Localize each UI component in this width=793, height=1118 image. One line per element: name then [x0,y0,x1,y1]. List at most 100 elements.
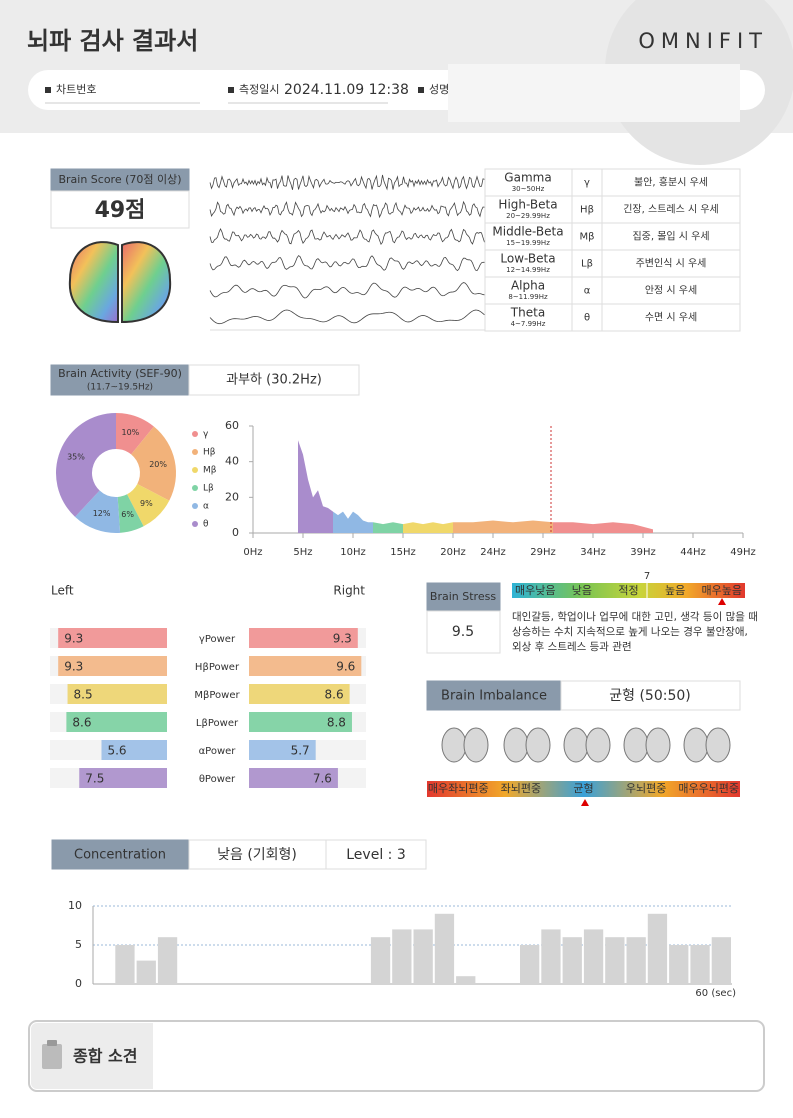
field-value: 2024.11.09 12:38 [284,82,409,98]
scale-label: 매우낮음 [515,584,555,597]
x-tick-label: 44Hz [680,547,706,558]
bullet [418,87,424,93]
pie-slice [55,413,116,517]
wave [209,309,485,325]
scale-marker: 7 [644,571,650,582]
brain-icon [645,727,671,763]
wave-symbol: θ [584,313,590,324]
pie-label: 12% [93,509,111,518]
box [51,839,190,870]
bar [541,929,561,984]
activity-sublabel: (11.7~19.5Hz) [87,383,153,393]
wave-name: High-Beta [498,198,557,212]
wave-name: Alpha [511,279,545,293]
value-label: 9.3 [64,660,83,674]
brain-icon [585,727,611,763]
pie-label: 35% [67,453,85,462]
bar [456,976,476,984]
x-tick-label: 15Hz [390,547,416,558]
imbalance-value: 균형 (50:50) [609,688,690,704]
brain-icon [623,727,649,763]
x-tick-label: 39Hz [630,547,656,558]
wave-symbol: α [584,286,591,297]
row-label: θPower [199,774,236,785]
wave [209,282,485,299]
field-label: 성명 [429,83,449,96]
bar [67,684,167,704]
x-tick-label: 10Hz [340,547,366,558]
box [426,680,562,711]
bar [370,937,391,984]
imbalance-scale [427,781,740,797]
legend-label: θ [203,520,209,530]
area [553,522,653,533]
x-tick-label: 29Hz [530,547,556,558]
wave-range: 15~19.99Hz [506,239,550,247]
scale-label: 낮음 [572,584,592,597]
pie-label: 10% [122,428,140,437]
legend-label: Lβ [203,484,214,494]
wave-desc: 수면 시 우세 [645,312,697,324]
value-label: 8.6 [72,716,91,730]
legend-swatch [192,467,198,473]
bar [249,712,352,732]
conc-level: Level : 3 [346,847,405,863]
wave-symbol: Mβ [579,232,594,243]
y-tick-label: 40 [225,455,239,468]
wave-range: 20~29.99Hz [506,212,550,220]
score-label: Brain Score (70점 이상) [58,173,181,186]
field-label: 차트번호 [56,83,96,96]
wave-desc: 주변인식 시 우세 [636,258,707,270]
bullet [45,87,51,93]
legend-label: Hβ [203,448,216,458]
y-tick-label: 0 [232,526,239,539]
bar [434,913,455,984]
legend-swatch [192,503,198,509]
wave-range: 4~7.99Hz [511,320,546,328]
scale-label: 적정 [618,584,638,597]
scale-label: 매우우뇌편중 [678,782,739,795]
wave-range: 12~14.99Hz [506,266,550,274]
bar [711,937,731,984]
wave-range: 30~50Hz [512,185,545,193]
wave-name: Low-Beta [500,252,555,266]
stress-desc: 외상 후 스트레스 등과 관련 [512,641,632,653]
row-label: LβPower [196,718,239,729]
clipboard-clip [47,1040,57,1046]
bar [101,740,167,760]
scale-label: 좌뇌편중 [501,782,541,795]
wave-symbol: Hβ [580,205,594,216]
wave [209,255,485,272]
summary-head [31,1023,153,1089]
box [601,222,741,251]
bar [249,684,350,704]
x-tick-label: 0Hz [243,547,262,558]
box [601,276,741,305]
bar [249,740,316,760]
x-tick-label: 20Hz [440,547,466,558]
legend-left: Left [51,584,74,598]
activity-value: 과부하 (30.2Hz) [226,373,322,388]
wave [209,200,485,219]
conc-label: Concentration [74,848,166,863]
wave-name: Middle-Beta [492,225,563,239]
area [333,511,373,533]
bar [58,628,167,648]
stress-desc: 상승하는 수치 지속적으로 높게 나오는 경우 불안장애, [512,625,748,638]
stress-value: 9.5 [452,624,474,640]
value-label: 9.6 [336,660,355,674]
legend-swatch [192,431,198,437]
box [484,249,573,278]
bullet [228,87,234,93]
bar [157,937,178,984]
x-label: 60 (sec) [695,988,736,999]
box [571,276,603,305]
area [453,520,553,533]
wave-name: Gamma [504,171,551,185]
scale-label: 우뇌편중 [626,782,666,795]
area [298,440,333,533]
value-label: 7.6 [313,772,332,786]
legend-swatch [192,449,198,455]
score-value: 49점 [95,198,146,223]
